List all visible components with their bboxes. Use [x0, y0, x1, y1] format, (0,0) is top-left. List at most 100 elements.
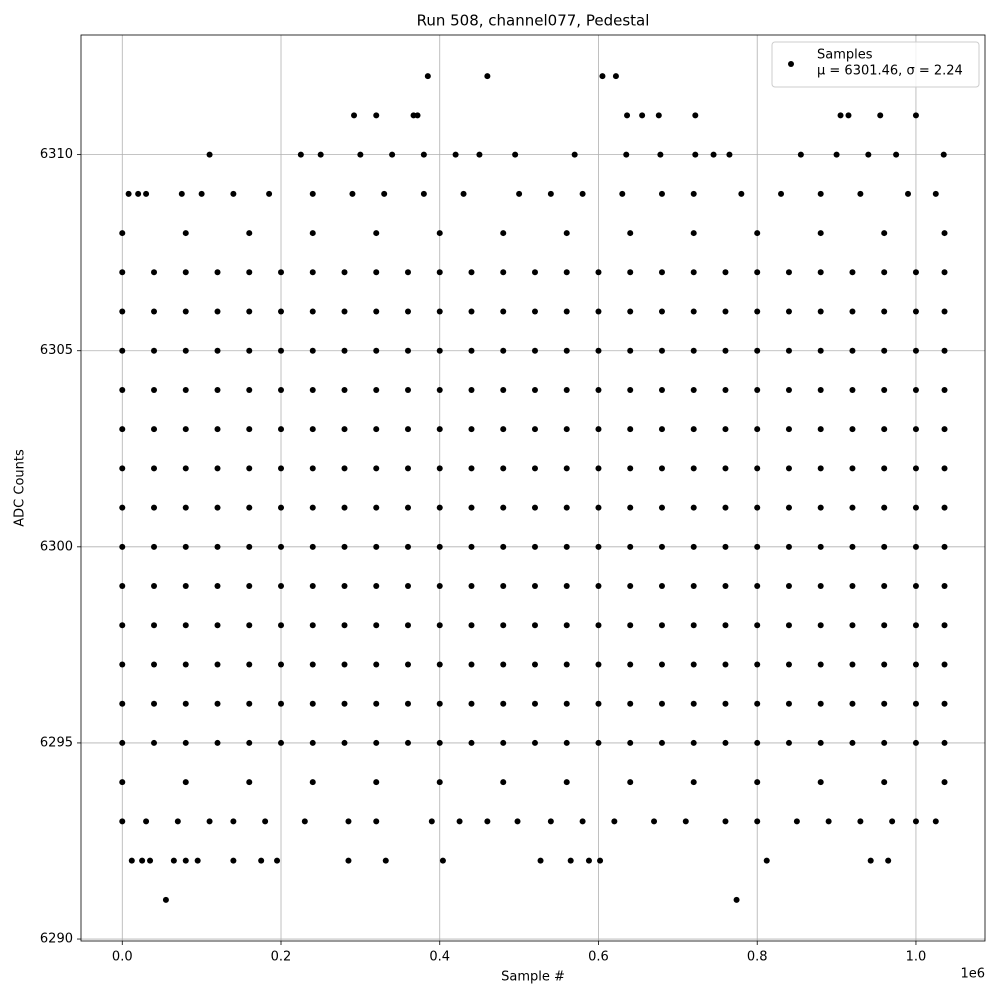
data-point — [119, 700, 126, 707]
data-point — [500, 230, 507, 237]
data-point — [420, 190, 427, 197]
data-point — [754, 583, 761, 590]
data-point — [881, 426, 888, 433]
data-point — [278, 347, 285, 354]
data-point — [849, 386, 856, 393]
data-point — [849, 739, 856, 746]
data-point — [214, 583, 221, 590]
data-point — [151, 426, 158, 433]
data-point — [817, 269, 824, 276]
data-point — [877, 112, 884, 119]
data-point — [849, 308, 856, 315]
data-point — [849, 583, 856, 590]
data-point — [722, 426, 729, 433]
data-point — [373, 269, 380, 276]
data-point — [373, 700, 380, 707]
data-point — [309, 661, 316, 668]
data-point — [258, 857, 265, 864]
data-point — [627, 700, 634, 707]
data-point — [563, 504, 570, 511]
data-point — [754, 818, 761, 825]
data-point — [468, 386, 475, 393]
data-point — [567, 857, 574, 864]
data-point — [170, 857, 177, 864]
data-point — [754, 426, 761, 433]
data-point — [119, 583, 126, 590]
data-point — [658, 465, 665, 472]
data-point — [932, 818, 939, 825]
data-point — [436, 426, 443, 433]
data-point — [912, 661, 919, 668]
y-tick-label: 6300 — [40, 539, 73, 554]
data-point — [198, 190, 205, 197]
data-point — [563, 622, 570, 629]
data-point — [837, 112, 844, 119]
data-point — [246, 230, 253, 237]
data-point — [817, 347, 824, 354]
data-point — [912, 308, 919, 315]
data-point — [627, 779, 634, 786]
data-point — [266, 190, 273, 197]
data-point — [246, 622, 253, 629]
data-point — [436, 779, 443, 786]
data-point — [682, 818, 689, 825]
data-point — [754, 700, 761, 707]
data-point — [278, 269, 285, 276]
data-point — [881, 622, 888, 629]
data-point — [309, 504, 316, 511]
data-point — [785, 426, 792, 433]
data-point — [436, 622, 443, 629]
data-point — [785, 465, 792, 472]
data-point — [246, 504, 253, 511]
data-point — [404, 386, 411, 393]
data-point — [793, 818, 800, 825]
data-point — [468, 504, 475, 511]
data-point — [754, 779, 761, 786]
data-point — [627, 583, 634, 590]
data-point — [563, 779, 570, 786]
data-point — [341, 661, 348, 668]
data-point — [941, 426, 948, 433]
data-point — [484, 818, 491, 825]
data-point — [531, 504, 538, 511]
data-point — [912, 622, 919, 629]
data-point — [624, 112, 631, 119]
plot-frame — [80, 34, 986, 942]
data-point — [941, 230, 948, 237]
data-point — [119, 818, 126, 825]
data-point — [595, 700, 602, 707]
data-point — [881, 700, 888, 707]
data-point — [182, 504, 189, 511]
data-point — [658, 739, 665, 746]
data-point — [182, 386, 189, 393]
data-point — [246, 465, 253, 472]
data-point — [436, 504, 443, 511]
data-point — [309, 426, 316, 433]
data-point — [484, 73, 491, 80]
data-point — [658, 308, 665, 315]
data-point — [857, 818, 864, 825]
data-point — [690, 230, 697, 237]
data-point — [436, 583, 443, 590]
data-point — [151, 269, 158, 276]
data-point — [357, 151, 364, 158]
data-point — [690, 504, 697, 511]
data-point — [941, 622, 948, 629]
data-point — [941, 347, 948, 354]
data-point — [785, 543, 792, 550]
data-point — [119, 230, 126, 237]
data-point — [420, 151, 427, 158]
data-point — [404, 661, 411, 668]
data-point — [531, 386, 538, 393]
data-point — [309, 347, 316, 354]
data-point — [754, 386, 761, 393]
data-point — [563, 739, 570, 746]
y-tick-label: 6305 — [40, 343, 73, 358]
data-point — [214, 347, 221, 354]
legend: Samples μ = 6301.46, σ = 2.24 — [771, 41, 980, 88]
data-point — [468, 308, 475, 315]
data-point — [547, 818, 554, 825]
data-point — [912, 112, 919, 119]
data-point — [341, 269, 348, 276]
